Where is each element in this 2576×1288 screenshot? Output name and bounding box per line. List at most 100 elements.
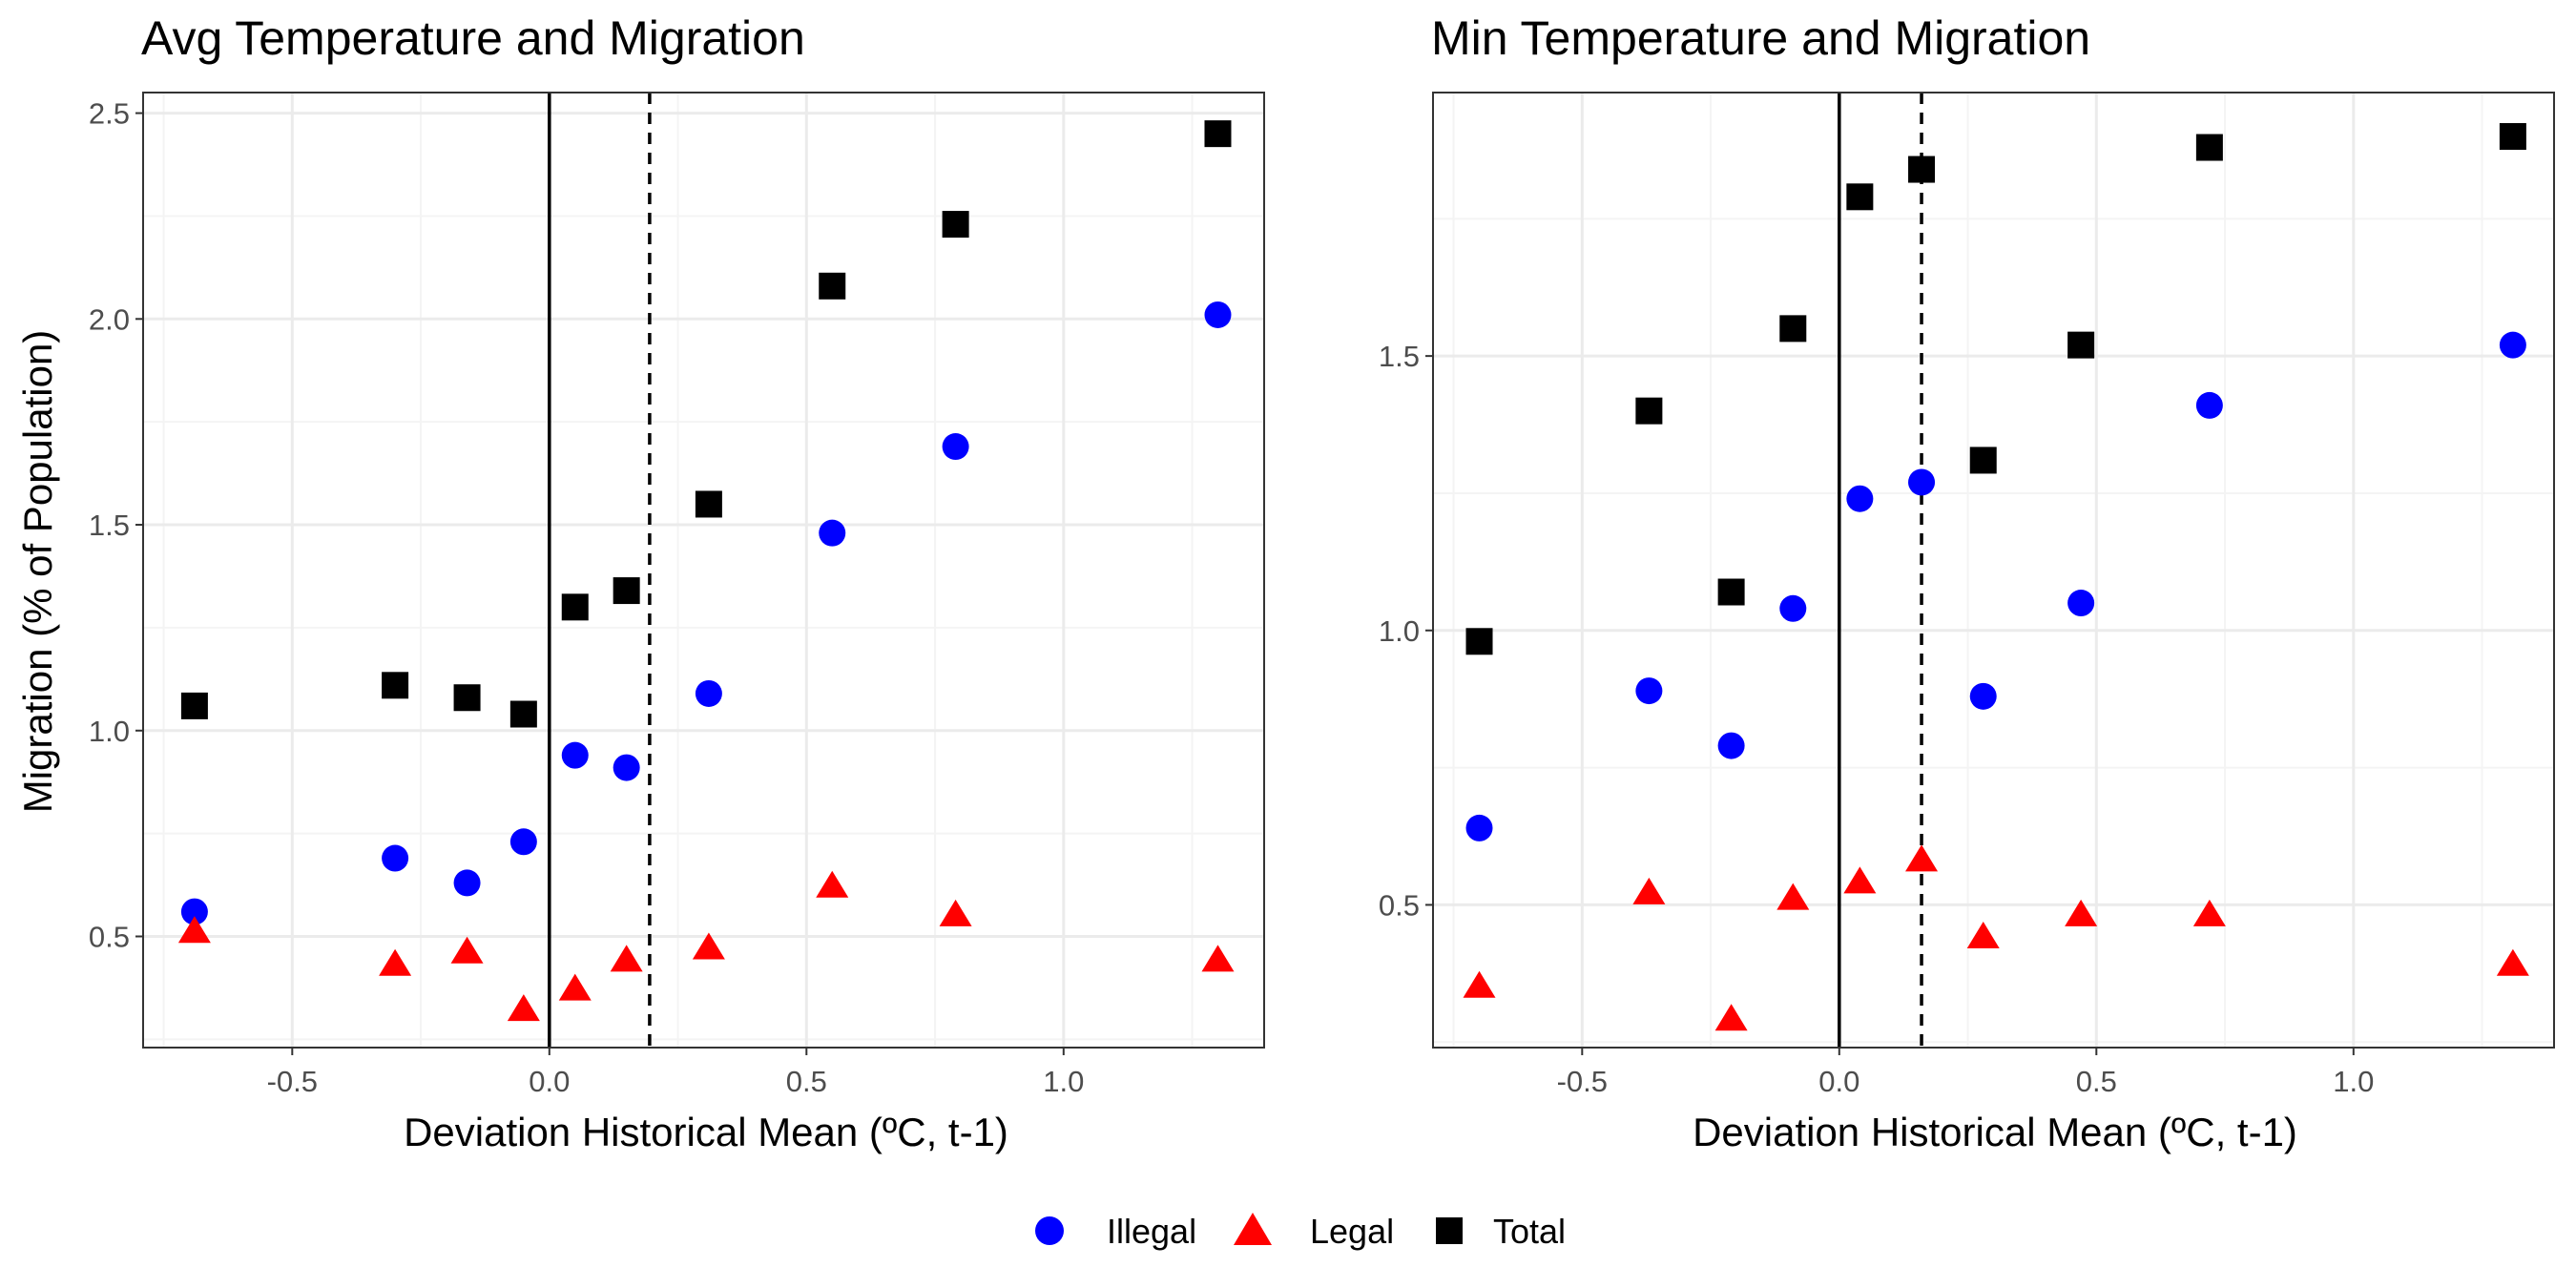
y-tick-label: 0.5 (89, 921, 130, 954)
point-total (1969, 447, 1997, 474)
point-illegal (1908, 468, 1936, 496)
point-total (561, 593, 589, 621)
point-legal (816, 870, 849, 898)
point-illegal (942, 433, 969, 461)
point-legal (1714, 1004, 1748, 1031)
point-illegal (1969, 682, 1997, 710)
point-illegal (509, 828, 537, 856)
panel-title: Avg Temperature and Migration (141, 11, 805, 65)
point-legal (558, 973, 592, 1001)
y-tick-label: 2.0 (89, 302, 130, 336)
panel-border (1432, 92, 2555, 1049)
axes: -0.5 0.0 0.5 1.0 0.5 1.0 1.5 (1379, 340, 2374, 1098)
point-legal (1905, 844, 1939, 872)
point-legal (1966, 921, 2000, 948)
legend-label: Illegal (1107, 1212, 1196, 1251)
point-total (1908, 156, 1936, 183)
x-tick-label: 1.0 (1043, 1065, 1084, 1098)
point-illegal (453, 869, 481, 897)
point-illegal (613, 754, 640, 781)
point-legal (507, 994, 540, 1022)
grid (1433, 93, 2554, 1048)
point-illegal (2067, 590, 2095, 617)
legend-label: Total (1493, 1212, 1566, 1251)
point-illegal (561, 741, 589, 769)
legend-key-triangle (1234, 1213, 1272, 1245)
point-total (2067, 331, 2095, 359)
y-tick-label: 1.0 (1379, 614, 1420, 648)
x-tick-label: 0.5 (786, 1065, 827, 1098)
x-tick-label: -0.5 (267, 1065, 318, 1098)
legend-label: Legal (1310, 1212, 1394, 1251)
y-tick-label: 1.0 (89, 715, 130, 748)
point-legal (2192, 899, 2226, 926)
reference-lines (1838, 93, 1923, 1048)
chart-panel-avg-temperature: Avg Temperature and Migration -0.5 0.0 0.5… (15, 11, 1265, 1154)
point-legal (2065, 899, 2098, 926)
point-illegal (1846, 485, 1874, 512)
point-legal (1201, 945, 1235, 972)
x-tick-label: 1.0 (2333, 1065, 2374, 1098)
point-total (509, 700, 537, 728)
chart-panel-min-temperature: Min Temperature and Migration -0.5 0.0 0.5… (1379, 11, 2555, 1154)
point-legal (1843, 866, 1877, 894)
point-illegal (1779, 594, 1807, 622)
point-total (1204, 120, 1232, 148)
point-illegal (2499, 331, 2526, 359)
point-illegal (1635, 677, 1663, 705)
point-legal (1632, 877, 1666, 904)
x-axis-title: Deviation Historical Mean (ºC, t-1) (1693, 1110, 2297, 1154)
point-legal (177, 916, 211, 944)
point-legal (1776, 883, 1810, 910)
data-points (177, 120, 1235, 1022)
point-illegal (819, 519, 846, 547)
legend-key-circle (1035, 1216, 1064, 1245)
y-tick-label: 1.5 (89, 509, 130, 542)
legend-item-legal: Legal (1234, 1212, 1394, 1251)
point-legal (2496, 948, 2529, 976)
point-total (2499, 123, 2526, 151)
legend-item-illegal: Illegal (1035, 1212, 1196, 1251)
point-total (1779, 315, 1807, 343)
point-illegal (1465, 814, 1493, 841)
x-axis-title: Deviation Historical Mean (ºC, t-1) (404, 1110, 1008, 1154)
point-total (180, 692, 208, 719)
point-illegal (695, 679, 722, 707)
point-legal (692, 932, 725, 960)
point-illegal (382, 844, 409, 872)
legend-key-square (1436, 1217, 1463, 1244)
point-legal (450, 936, 484, 964)
y-tick-label: 2.5 (89, 97, 130, 131)
panel-border (142, 92, 1265, 1049)
x-tick-label: 0.5 (2076, 1065, 2117, 1098)
point-total (1465, 628, 1493, 655)
point-total (1846, 183, 1874, 211)
point-total (453, 684, 481, 712)
point-illegal (2195, 391, 2223, 419)
point-total (695, 490, 722, 518)
legend: Illegal Legal Total (1035, 1212, 1566, 1251)
x-tick-label: 0.0 (1818, 1065, 1859, 1098)
point-legal (1463, 970, 1496, 998)
point-legal (610, 945, 643, 972)
point-illegal (180, 898, 208, 925)
legend-item-total: Total (1436, 1212, 1566, 1251)
point-total (1635, 397, 1663, 425)
panel-title: Min Temperature and Migration (1431, 11, 2090, 65)
data-points (1463, 123, 2529, 1031)
point-legal (939, 899, 972, 926)
point-illegal (1204, 301, 1232, 328)
point-illegal (1717, 732, 1745, 759)
point-total (942, 211, 969, 239)
y-axis-title: Migration (% of Population) (15, 330, 60, 814)
axes: -0.5 0.0 0.5 1.0 0.5 1.0 1.5 2.0 2.5 (89, 97, 1084, 1098)
y-tick-label: 0.5 (1379, 888, 1420, 922)
y-tick-label: 1.5 (1379, 340, 1420, 373)
point-legal (379, 948, 412, 976)
x-tick-label: -0.5 (1557, 1065, 1608, 1098)
point-total (2195, 134, 2223, 161)
reference-lines (548, 93, 652, 1048)
point-total (1717, 578, 1745, 606)
x-tick-label: 0.0 (529, 1065, 570, 1098)
